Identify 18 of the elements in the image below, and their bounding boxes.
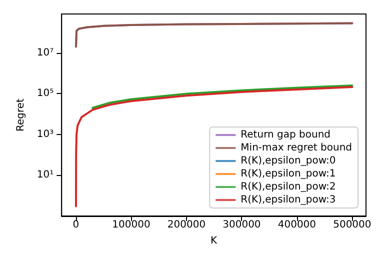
legend-label: R(K),epsilon_pow:3 [240, 194, 336, 206]
y-tick-label: 10³ [36, 128, 54, 140]
x-axis-title: K [210, 236, 218, 246]
legend-label: Min-max regret bound [240, 142, 352, 154]
legend-label: Return gap bound [240, 130, 331, 140]
y-tick-label: 10¹ [36, 170, 54, 181]
y-axis-title: Regret [16, 98, 26, 132]
legend-label: R(K),epsilon_pow:0 [240, 156, 336, 166]
x-tick-label: 100000 [112, 220, 150, 230]
x-tick-label: 300000 [222, 220, 261, 230]
x-tick-label: 500000 [333, 220, 372, 230]
x-tick-label: 200000 [167, 220, 206, 230]
legend-label: R(K),epsilon_pow:1 [240, 168, 336, 180]
y-tick-label: 10⁷ [36, 47, 54, 58]
legend-label: R(K),epsilon_pow:2 [240, 182, 336, 192]
x-tick-label: 0 [72, 220, 80, 230]
y-tick-label: 10⁵ [36, 88, 54, 100]
x-tick-label: 400000 [278, 220, 316, 230]
